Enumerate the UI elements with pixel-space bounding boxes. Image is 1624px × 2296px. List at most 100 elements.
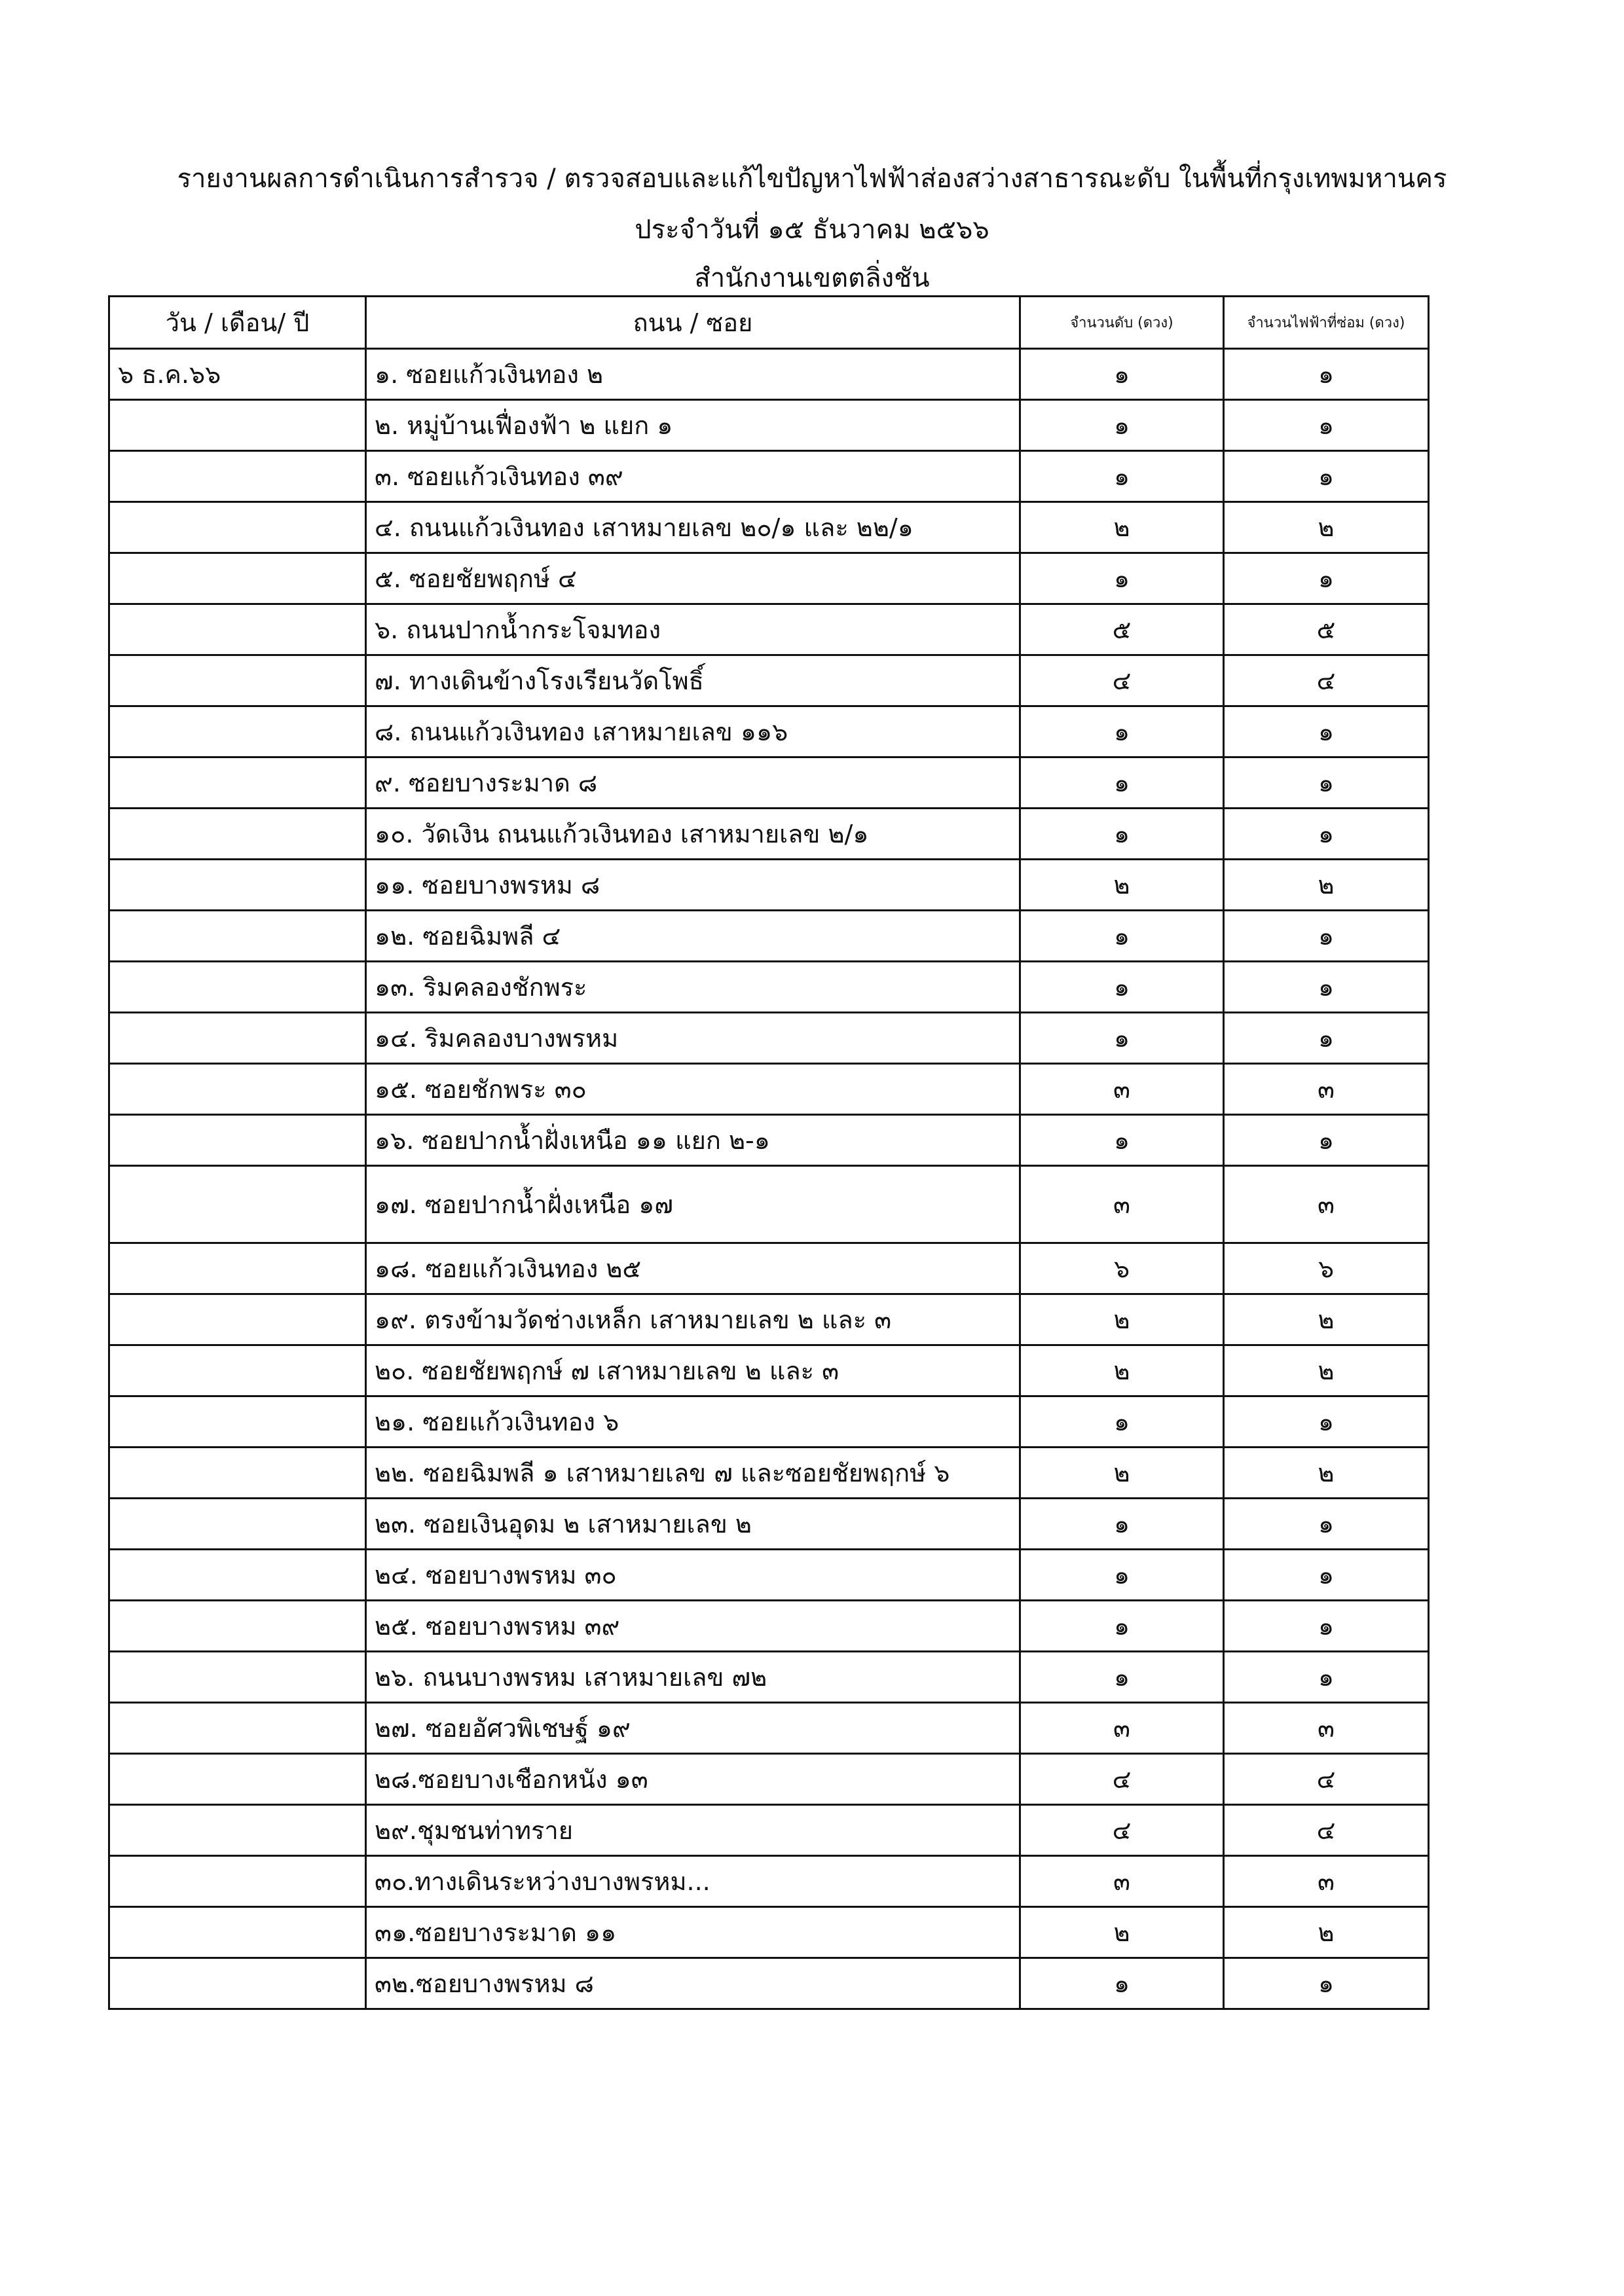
date-cell (108, 1497, 367, 1550)
count-cell: ๑ (1019, 1599, 1225, 1652)
road-cell: ๒. หมู่บ้านเฟื่องฟ้า ๒ แยก ๑ (365, 399, 1021, 452)
date-cell (108, 909, 367, 962)
count-cell: ๑ (1223, 960, 1430, 1013)
table-row: ๑๙. ตรงข้ามวัดช่างเหล็ก เสาหมายเลข ๒ และ… (108, 1293, 1430, 1346)
table-row: ๒๐. ซอยชัยพฤกษ์ ๗ เสาหมายเลข ๒ และ ๓๒๒ (108, 1344, 1430, 1397)
table-row: ๕. ซอยชัยพฤกษ์ ๔๑๑ (108, 552, 1430, 605)
count-cell: ๒ (1019, 1906, 1225, 1959)
count-cell: ๑ (1223, 756, 1430, 809)
table-row: ๑๘. ซอยแก้วเงินทอง ๒๕๖๖ (108, 1242, 1430, 1295)
count-cell: ๓ (1019, 1702, 1225, 1755)
date-cell (108, 654, 367, 707)
road-cell: ๖. ถนนปากน้ำกระโจมทอง (365, 603, 1021, 656)
table-row: ๒. หมู่บ้านเฟื่องฟ้า ๒ แยก ๑๑๑ (108, 399, 1430, 452)
date-cell (108, 1599, 367, 1652)
date-cell (108, 603, 367, 656)
count-cell: ๖ (1223, 1242, 1430, 1295)
count-cell: ๒ (1019, 1344, 1225, 1397)
count-cell: ๒ (1223, 1446, 1430, 1499)
count-cell: ๔ (1019, 1753, 1225, 1806)
date-cell (108, 450, 367, 503)
count-cell: ๖ (1019, 1242, 1225, 1295)
date-cell (108, 705, 367, 758)
table-row: ๑๔. ริมคลองบางพรหม๑๑ (108, 1011, 1430, 1065)
count-cell: ๒ (1019, 501, 1225, 554)
table-row: ๑๐. วัดเงิน ถนนแก้วเงินทอง เสาหมายเลข ๒/… (108, 807, 1430, 860)
date-cell (108, 1957, 367, 2010)
table-row: ๒๑. ซอยแก้วเงินทอง ๖๑๑ (108, 1395, 1430, 1448)
count-cell: ๑ (1223, 1599, 1430, 1652)
road-cell: ๑๕. ซอยชักพระ ๓๐ (365, 1063, 1021, 1116)
table-row: ๓๐.ทางเดินระหว่างบางพรหม... ๓๓ (108, 1855, 1430, 1908)
count-cell: ๓ (1019, 1063, 1225, 1116)
count-cell: ๔ (1019, 654, 1225, 707)
column-header: วัน / เดือน/ ปี (108, 295, 367, 350)
count-cell: ๔ (1223, 654, 1430, 707)
count-cell: ๑ (1019, 399, 1225, 452)
road-cell: ๒๑. ซอยแก้วเงินทอง ๖ (365, 1395, 1021, 1448)
road-cell: ๑๐. วัดเงิน ถนนแก้วเงินทอง เสาหมายเลข ๒/… (365, 807, 1021, 860)
road-cell: ๑๖. ซอยปากน้ำฝั่งเหนือ ๑๑ แยก ๒-๑ (365, 1114, 1021, 1167)
date-cell (108, 1702, 367, 1755)
count-cell: ๑ (1019, 909, 1225, 962)
road-cell: ๓๑.ซอยบางระมาด ๑๑ (365, 1906, 1021, 1959)
count-cell: ๓ (1223, 1702, 1430, 1755)
count-cell: ๑ (1223, 1497, 1430, 1550)
count-cell: ๑ (1019, 1548, 1225, 1601)
road-cell: ๑๑. ซอยบางพรหม ๘ (365, 858, 1021, 911)
table-row: ๑๗. ซอยปากน้ำฝั่งเหนือ ๑๗๓๓ (108, 1165, 1430, 1244)
count-cell: ๒ (1223, 1344, 1430, 1397)
table-row: ๓๒.ซอยบางพรหม ๘๑๑ (108, 1957, 1430, 2010)
column-header: ถนน / ซอย (365, 295, 1021, 350)
table-row: ๗. ทางเดินข้างโรงเรียนวัดโพธิ์๔๔ (108, 654, 1430, 707)
table-row: ๑๕. ซอยชักพระ ๓๐๓๓ (108, 1063, 1430, 1116)
date-cell (108, 1063, 367, 1116)
count-cell: ๒ (1019, 858, 1225, 911)
office-name: สำนักงานเขตตลิ่งชัน (694, 263, 930, 293)
count-cell: ๑ (1019, 552, 1225, 605)
table-row: ๒๔. ซอยบางพรหม ๓๐๑๑ (108, 1548, 1430, 1601)
road-cell: ๒๒. ซอยฉิมพลี ๑ เสาหมายเลข ๗ และซอยชัยพฤ… (365, 1446, 1021, 1499)
road-cell: ๔. ถนนแก้วเงินทอง เสาหมายเลข ๒๐/๑ และ ๒๒… (365, 501, 1021, 554)
road-cell: ๒๔. ซอยบางพรหม ๓๐ (365, 1548, 1021, 1601)
count-cell: ๑ (1019, 348, 1225, 401)
date-cell (108, 756, 367, 809)
date-cell (108, 1114, 367, 1167)
table-row: ๑๖. ซอยปากน้ำฝั่งเหนือ ๑๑ แยก ๒-๑๑๑ (108, 1114, 1430, 1167)
count-cell: ๑ (1223, 1395, 1430, 1448)
date-cell (108, 1011, 367, 1065)
count-cell: ๑ (1019, 450, 1225, 503)
count-cell: ๕ (1019, 603, 1225, 656)
date-cell (108, 858, 367, 911)
count-cell: ๔ (1019, 1804, 1225, 1857)
count-cell: ๑ (1019, 1497, 1225, 1550)
date-cell: ๖ ธ.ค.๖๖ (108, 348, 367, 401)
road-cell: ๘. ถนนแก้วเงินทอง เสาหมายเลข ๑๑๖ (365, 705, 1021, 758)
date-cell (108, 552, 367, 605)
report-table: วัน / เดือน/ ปี ถนน / ซอย จำนวนดับ (ดวง)… (108, 295, 1430, 2010)
road-cell: ๑๒. ซอยฉิมพลี ๔ (365, 909, 1021, 962)
road-cell: ๑๓. ริมคลองชักพระ (365, 960, 1021, 1013)
table-row: ๒๘.ซอยบางเชือกหนัง ๑๓๔๔ (108, 1753, 1430, 1806)
count-cell: ๑ (1223, 1011, 1430, 1065)
count-cell: ๒ (1223, 501, 1430, 554)
date-cell (108, 1165, 367, 1244)
table-row: ๙. ซอยบางระมาด ๘๑๑ (108, 756, 1430, 809)
count-cell: ๑ (1019, 1114, 1225, 1167)
road-cell: ๙. ซอยบางระมาด ๘ (365, 756, 1021, 809)
count-cell: ๓ (1019, 1165, 1225, 1244)
table-row: ๒๖. ถนนบางพรหม เสาหมายเลข ๗๒๑๑ (108, 1650, 1430, 1704)
table-row: ๖ ธ.ค.๖๖ ๑. ซอยแก้วเงินทอง ๒๑๑ (108, 348, 1430, 401)
count-cell: ๒ (1223, 858, 1430, 911)
date-cell (108, 1650, 367, 1704)
count-cell: ๑ (1223, 552, 1430, 605)
road-cell: ๒๖. ถนนบางพรหม เสาหมายเลข ๗๒ (365, 1650, 1021, 1704)
count-cell: ๒ (1019, 1293, 1225, 1346)
report-date: ประจำวันที่ ๑๕ ธันวาคม ๒๕๖๖ (635, 215, 989, 245)
header-row: วัน / เดือน/ ปี ถนน / ซอย จำนวนดับ (ดวง)… (108, 295, 1430, 350)
count-cell: ๑ (1223, 1650, 1430, 1704)
count-cell: ๒ (1019, 1446, 1225, 1499)
count-cell: ๑ (1223, 348, 1430, 401)
report-title: รายงานผลการดำเนินการสำรวจ / ตรวจสอบและแก… (177, 164, 1447, 194)
date-cell (108, 1753, 367, 1806)
